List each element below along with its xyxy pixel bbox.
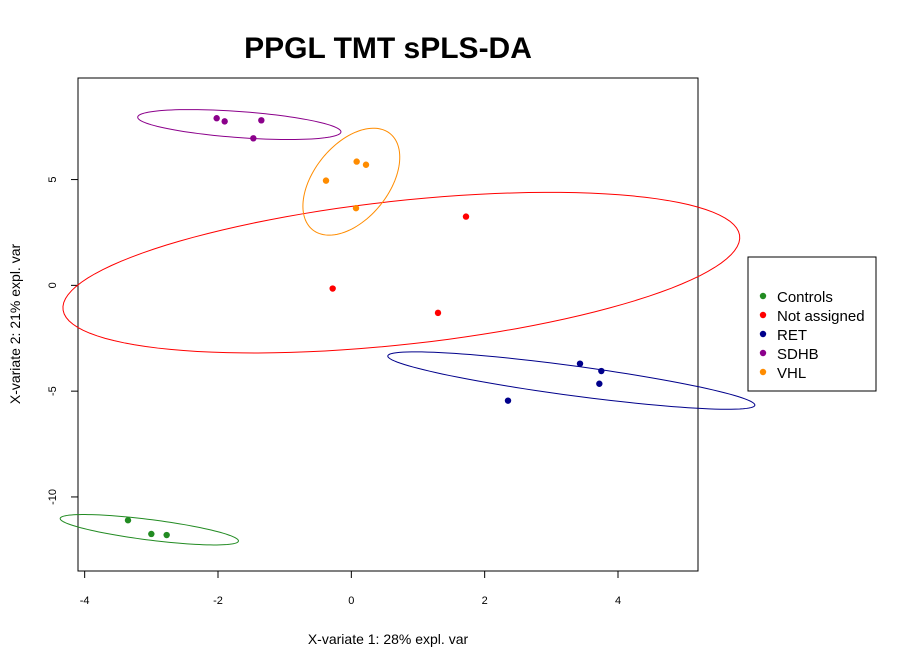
y-axis-label: X-variate 2: 21% expl. var xyxy=(7,244,23,405)
point-controls xyxy=(148,530,155,538)
point-sdhb xyxy=(258,117,265,124)
legend-label: RET xyxy=(777,327,807,344)
point-ret xyxy=(596,380,603,387)
legend-label: Controls xyxy=(777,289,833,306)
ellipse-controls xyxy=(59,514,239,546)
ellipse-sdhb xyxy=(137,109,342,141)
point-vhl xyxy=(362,161,370,168)
plot-frame xyxy=(77,77,699,572)
data-points xyxy=(124,115,605,539)
legend-marker xyxy=(759,311,767,319)
point-not-assigned xyxy=(462,213,470,220)
x-tick-label: 4 xyxy=(615,595,621,607)
legend-marker xyxy=(759,368,767,376)
y-tick-label: 0 xyxy=(47,282,59,288)
legend-box xyxy=(747,256,877,392)
legend-label: Not assigned xyxy=(777,308,865,325)
y-tick-label: 5 xyxy=(47,176,59,182)
point-not-assigned xyxy=(329,285,336,292)
legend-marker xyxy=(759,330,767,338)
confidence-ellipses xyxy=(59,109,756,546)
x-tick-label: -4 xyxy=(80,595,90,607)
point-sdhb xyxy=(250,135,257,142)
y-axis: -10 -5 0 5 xyxy=(47,176,79,505)
y-tick-label: -5 xyxy=(47,386,59,396)
x-tick-label: -2 xyxy=(213,595,223,607)
x-axis-label: X-variate 1: 28% expl. var xyxy=(308,631,469,647)
legend-marker xyxy=(759,292,767,300)
legend-label: SDHB xyxy=(777,346,819,363)
point-ret xyxy=(576,360,584,367)
x-tick-label: 0 xyxy=(348,595,354,607)
point-ret xyxy=(504,397,512,404)
ellipse-vhl xyxy=(302,127,401,236)
y-tick-label: -10 xyxy=(47,489,59,505)
point-sdhb xyxy=(221,118,228,125)
point-controls xyxy=(163,531,170,539)
point-vhl xyxy=(322,177,330,184)
point-not-assigned xyxy=(434,309,442,317)
point-ret xyxy=(598,367,605,375)
legend-label: VHL xyxy=(777,365,806,382)
legend: Controls Not assigned RET SDHB VHL xyxy=(747,256,877,392)
point-sdhb xyxy=(213,115,220,122)
x-tick-label: 2 xyxy=(482,595,488,607)
legend-marker xyxy=(759,349,767,357)
point-vhl xyxy=(352,204,360,212)
x-axis: -4 -2 0 2 4 xyxy=(80,570,621,607)
chart-title: PPGL TMT sPLS-DA xyxy=(244,32,532,65)
ellipse-not-assigned xyxy=(62,191,741,354)
point-controls xyxy=(124,517,132,524)
point-vhl xyxy=(353,158,360,165)
ellipse-ret xyxy=(387,351,756,410)
